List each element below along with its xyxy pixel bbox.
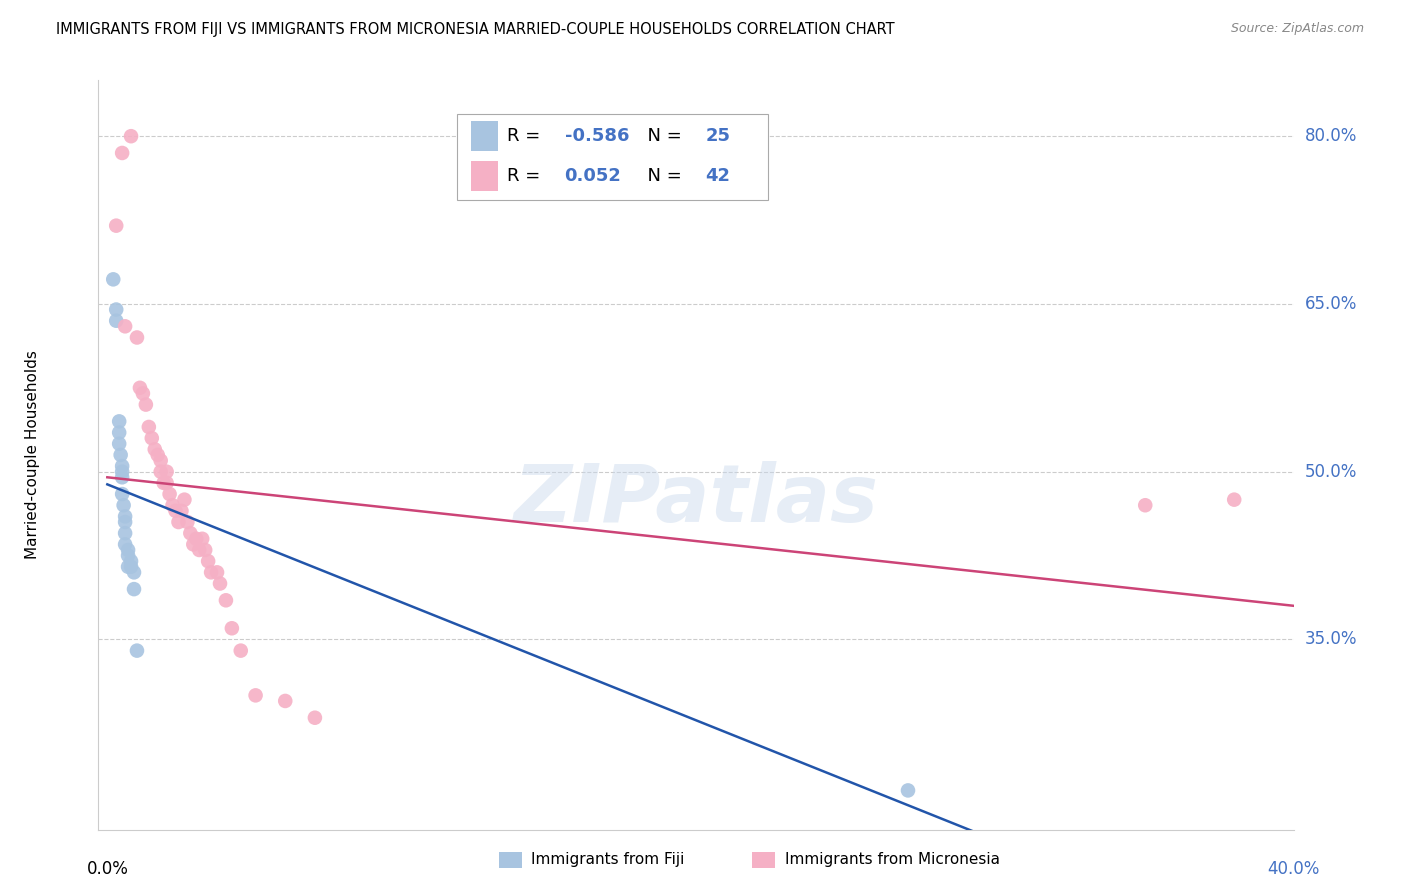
Text: 0.052: 0.052 [565, 167, 621, 186]
Point [120, 129, 142, 144]
Point [129, 381, 152, 395]
Point [122, 566, 145, 580]
Point [188, 543, 211, 558]
Text: R =: R = [508, 167, 553, 186]
Text: 40.0%: 40.0% [1267, 860, 1320, 878]
Point [1135, 498, 1157, 512]
Point [200, 566, 222, 580]
Point [229, 643, 252, 657]
Point [112, 498, 135, 512]
FancyBboxPatch shape [471, 121, 498, 152]
Point [120, 559, 142, 574]
Point [173, 492, 195, 507]
Point [181, 537, 204, 551]
Point [897, 783, 920, 797]
Point [215, 593, 238, 607]
Point [156, 475, 179, 490]
Point [143, 442, 166, 457]
Text: -0.586: -0.586 [565, 128, 628, 145]
Point [141, 431, 163, 445]
Point [170, 504, 193, 518]
Text: R =: R = [508, 128, 546, 145]
Text: Immigrants from Fiji: Immigrants from Fiji [531, 853, 685, 867]
Text: 42: 42 [706, 167, 731, 186]
Point [245, 689, 267, 703]
Point [152, 475, 174, 490]
Text: 80.0%: 80.0% [1305, 128, 1357, 145]
Point [191, 532, 214, 546]
Point [1223, 492, 1246, 507]
Point [274, 694, 297, 708]
Text: 65.0%: 65.0% [1305, 295, 1357, 313]
Point [122, 582, 145, 596]
Point [186, 532, 208, 546]
Point [197, 554, 219, 568]
Point [117, 549, 139, 563]
Point [117, 543, 139, 558]
Point [111, 470, 134, 484]
Text: 25: 25 [706, 128, 731, 145]
Point [149, 453, 172, 467]
Point [149, 465, 172, 479]
Text: Married-couple Households: Married-couple Households [25, 351, 41, 559]
Text: Source: ZipAtlas.com: Source: ZipAtlas.com [1230, 22, 1364, 36]
Point [111, 145, 134, 160]
Point [105, 302, 128, 317]
Point [135, 398, 157, 412]
Text: IMMIGRANTS FROM FIJI VS IMMIGRANTS FROM MICRONESIA MARRIED-COUPLE HOUSEHOLDS COR: IMMIGRANTS FROM FIJI VS IMMIGRANTS FROM … [56, 22, 894, 37]
Text: ZIPatlas: ZIPatlas [513, 461, 879, 539]
Text: Immigrants from Micronesia: Immigrants from Micronesia [785, 853, 1000, 867]
Point [108, 436, 131, 450]
Point [111, 487, 134, 501]
Point [162, 498, 184, 512]
Point [176, 515, 198, 529]
Point [221, 621, 243, 635]
Point [146, 448, 169, 462]
Point [125, 643, 148, 657]
Point [114, 537, 136, 551]
Point [179, 526, 201, 541]
Point [114, 509, 136, 524]
Point [105, 314, 128, 328]
Text: 0.0%: 0.0% [86, 860, 128, 878]
Point [205, 566, 228, 580]
Point [167, 515, 190, 529]
Point [156, 465, 179, 479]
FancyBboxPatch shape [457, 114, 768, 200]
Point [105, 219, 128, 233]
Point [110, 448, 132, 462]
Point [117, 559, 139, 574]
Point [208, 576, 231, 591]
Point [194, 543, 217, 558]
Text: 35.0%: 35.0% [1305, 631, 1357, 648]
Point [138, 420, 160, 434]
Point [103, 272, 125, 286]
Point [120, 554, 142, 568]
Point [132, 386, 155, 401]
Text: 50.0%: 50.0% [1305, 463, 1357, 481]
Text: N =: N = [636, 128, 688, 145]
Point [159, 487, 181, 501]
Point [111, 459, 134, 474]
Point [304, 711, 326, 725]
Point [165, 504, 187, 518]
Point [108, 425, 131, 440]
Point [125, 330, 148, 344]
Point [114, 515, 136, 529]
Point [114, 319, 136, 334]
Point [114, 526, 136, 541]
Text: N =: N = [636, 167, 688, 186]
Point [108, 414, 131, 428]
FancyBboxPatch shape [471, 161, 498, 191]
Point [111, 465, 134, 479]
